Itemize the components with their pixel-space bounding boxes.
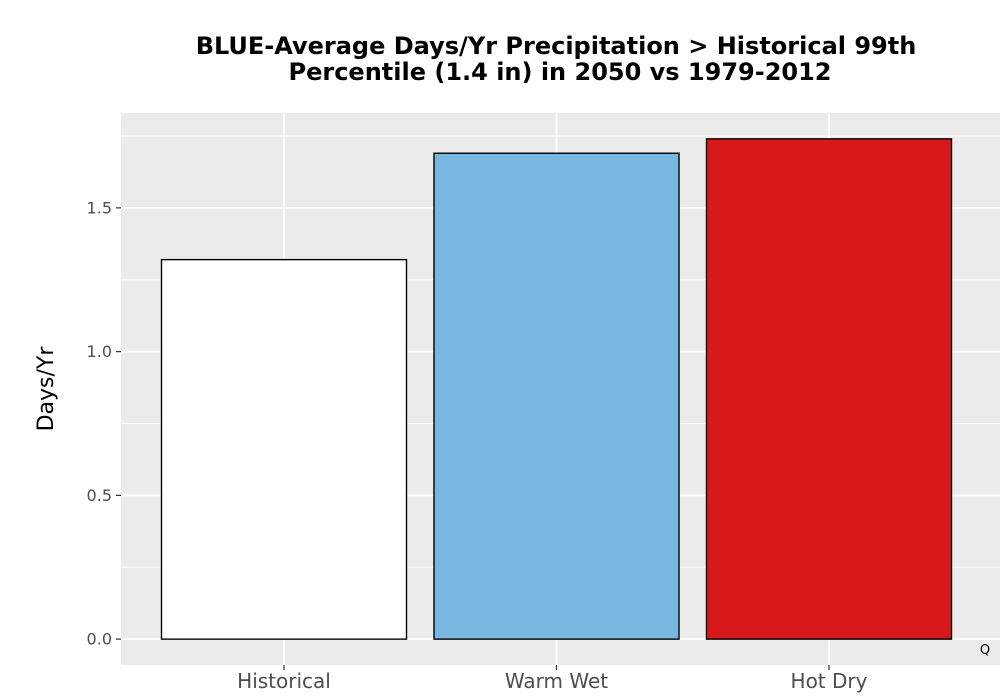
y-tick-label: 0.5 bbox=[87, 486, 112, 505]
y-tick-label: 1.5 bbox=[87, 198, 112, 217]
bars-group bbox=[160, 138, 953, 640]
y-axis-title: Days/Yr bbox=[34, 346, 59, 432]
bar-warm-wet bbox=[433, 152, 680, 640]
x-tick-label: Historical bbox=[237, 669, 331, 693]
chart-title-line-1: BLUE-Average Days/Yr Precipitation > His… bbox=[196, 32, 917, 60]
y-axis-ticks: 0.0 0.5 1.0 1.5 bbox=[87, 198, 121, 649]
corner-mark: Q bbox=[980, 643, 990, 658]
bar-hot-dry bbox=[705, 138, 953, 640]
bar-historical bbox=[160, 258, 408, 640]
y-tick-label: 0.0 bbox=[87, 630, 112, 649]
x-tick-label: Warm Wet bbox=[505, 669, 608, 693]
y-tick-label: 1.0 bbox=[87, 342, 112, 361]
chart-title-line-2: Percentile (1.4 in) in 2050 vs 1979-2012 bbox=[289, 58, 832, 86]
x-axis-ticks: Historical Warm Wet Hot Dry bbox=[237, 665, 868, 693]
x-tick-label: Hot Dry bbox=[791, 669, 868, 693]
